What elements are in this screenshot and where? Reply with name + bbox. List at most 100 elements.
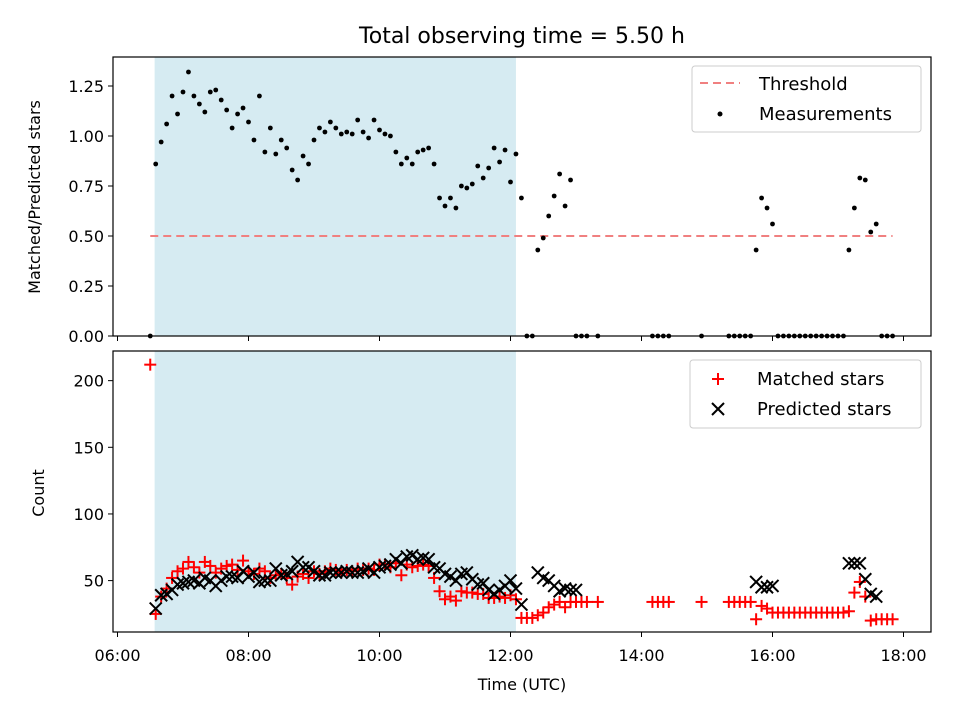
bottom-x-tick-label: 08:00	[225, 646, 271, 665]
predicted-point	[492, 583, 507, 597]
matched-point	[253, 562, 266, 575]
measurement-point	[398, 161, 404, 167]
bottom-y-tick-label: 150	[73, 438, 104, 457]
measurement-point	[273, 151, 279, 157]
predicted-point	[503, 573, 518, 588]
measurement-point	[355, 117, 361, 123]
measurement-point	[851, 205, 857, 211]
predicted-point	[858, 572, 872, 586]
measurement-point	[180, 89, 186, 95]
top-y-ticks: 0.00 0.25 0.50 0.75 1.00 1.25	[68, 77, 113, 346]
measurement-point	[557, 171, 563, 177]
measurement-point	[873, 221, 879, 227]
measurement-point	[497, 159, 502, 165]
measurement-point	[207, 89, 213, 95]
measurement-point	[327, 119, 333, 125]
matched-point	[755, 599, 768, 612]
top-y-tick-label: 0.25	[68, 277, 104, 296]
matched-point	[166, 571, 179, 584]
measurement-point	[393, 149, 399, 155]
measurement-point	[224, 107, 230, 113]
measurement-point	[862, 177, 868, 183]
measurement-point	[289, 167, 295, 173]
measurement-point	[295, 177, 301, 183]
predicted-point	[285, 564, 299, 578]
predicted-point	[149, 601, 163, 616]
measurement-point	[202, 109, 208, 115]
top-y-tick-label: 1.25	[68, 77, 104, 96]
legend-measurements-label: Measurements	[759, 104, 892, 125]
measurement-point	[317, 125, 322, 131]
bottom-x-tick-label: 06:00	[94, 646, 140, 665]
matched-point	[182, 555, 195, 568]
bottom-x-tick-label: 10:00	[356, 646, 402, 665]
matched-point	[466, 586, 479, 599]
measurement-point	[502, 147, 508, 153]
measurement-point	[344, 129, 350, 135]
measurement-point	[235, 111, 240, 117]
predicted-point	[509, 581, 523, 596]
measurement-point	[371, 117, 377, 123]
matched-point	[842, 605, 855, 618]
measurement-point	[562, 203, 568, 209]
measurement-point	[442, 203, 448, 209]
measurement-point	[186, 69, 191, 75]
matched-point	[395, 569, 408, 582]
measurement-point	[409, 161, 415, 167]
bottom-x-tick-label: 18:00	[880, 646, 926, 665]
measurement-point	[196, 101, 202, 107]
measurement-point	[360, 129, 366, 135]
predicted-point	[754, 580, 769, 594]
measurement-point	[267, 125, 273, 131]
measurement-point	[191, 93, 197, 99]
measurement-point	[218, 97, 224, 103]
top-axes-frame	[112, 56, 932, 337]
measurement-point	[169, 93, 175, 99]
predicted-point	[214, 573, 228, 588]
bottom-axes-frame	[112, 350, 932, 633]
matched-point	[177, 562, 189, 575]
top-y-tick-label: 1.00	[68, 127, 104, 146]
measurement-point	[262, 149, 268, 155]
x-axis-label: Time (UTC)	[477, 675, 566, 694]
matched-point	[531, 609, 544, 622]
measurement-point	[284, 145, 290, 151]
matched-point	[286, 578, 299, 591]
legend-matched-swatch	[712, 373, 724, 385]
matched-point	[215, 562, 228, 575]
chart-title: Total observing time = 5.50 h	[358, 24, 685, 49]
matched-point	[744, 595, 757, 608]
matched-point	[542, 601, 555, 614]
legend-threshold-label: Threshold	[758, 74, 848, 95]
predicted-point	[361, 561, 376, 576]
matched-point	[171, 565, 184, 578]
top-y-tick-label: 0.50	[68, 227, 104, 246]
measurement-point	[868, 229, 874, 235]
matched-point	[537, 606, 550, 619]
predicted-point	[301, 560, 316, 574]
bottom-x-ticks: 06:00 08:00 10:00 12:00 14:00 16:00 18:00	[94, 632, 927, 665]
legend-predicted-label: Predicted stars	[757, 399, 891, 420]
measurement-point	[540, 235, 546, 241]
predicted-point	[569, 583, 583, 597]
measurement-point	[415, 149, 421, 155]
measurement-point	[175, 111, 180, 117]
matched-point	[187, 561, 200, 574]
bottom-x-tick-label: 14:00	[618, 646, 664, 665]
measurement-point	[770, 221, 775, 227]
bottom-y-axis-label: Count	[29, 469, 48, 517]
measurement-point	[475, 163, 481, 169]
predicted-point	[563, 583, 578, 597]
matched-point	[411, 559, 424, 572]
predicted-point	[345, 565, 359, 580]
matched-point	[226, 558, 239, 571]
measurement-point	[229, 125, 235, 131]
measurement-point	[764, 205, 770, 211]
measurement-point	[420, 147, 426, 153]
matched-point	[553, 595, 566, 608]
predicted-points	[149, 548, 883, 616]
measurement-point	[480, 175, 486, 181]
measurement-point	[437, 195, 442, 201]
predicted-point	[765, 579, 780, 593]
bottom-y-ticks: 50 100 150 200	[73, 372, 113, 591]
